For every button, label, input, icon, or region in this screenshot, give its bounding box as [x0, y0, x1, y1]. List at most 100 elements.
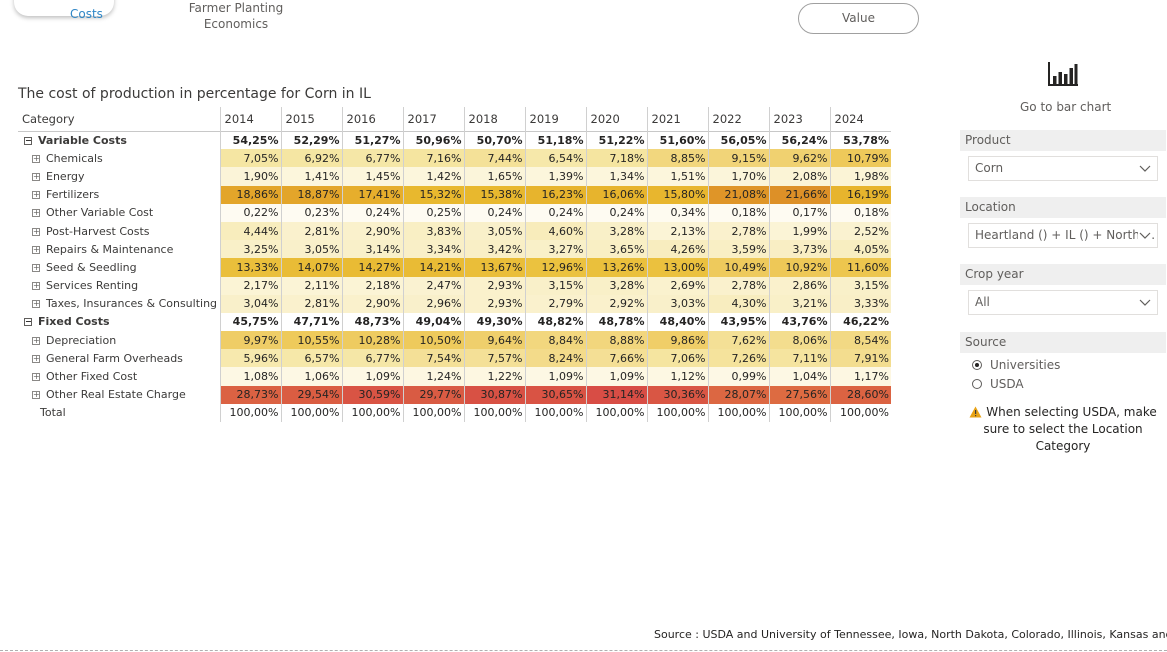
- matrix-cell: 29,54%: [280, 385, 342, 404]
- matrix-cell: 0,24%: [463, 203, 525, 222]
- row-label: Chemicals: [46, 151, 103, 165]
- expand-icon[interactable]: +: [32, 353, 40, 363]
- matrix-row: + Repairs & Maintenance 3,25% 3,05% 3,14% 3,3…: [18, 240, 891, 259]
- expand-icon[interactable]: +: [32, 226, 40, 236]
- source-option-usda[interactable]: USDA: [972, 375, 1166, 394]
- matrix-cell: 3,42%: [463, 240, 525, 259]
- collapse-icon[interactable]: −: [24, 135, 32, 145]
- matrix-cell: 6,54%: [524, 149, 586, 168]
- matrix-cell: 0,34%: [646, 203, 708, 222]
- matrix-cell: 0,23%: [280, 203, 342, 222]
- matrix-cell: 1,42%: [402, 167, 464, 186]
- column-header-year[interactable]: 2014: [219, 107, 281, 131]
- matrix-group-row: − Variable Costs 54,25% 52,29% 51,27% 50,96% 5…: [18, 130, 891, 150]
- product-dropdown[interactable]: Corn: [968, 156, 1158, 181]
- matrix-cell: 100,00%: [463, 403, 525, 422]
- column-header-year[interactable]: 2020: [585, 107, 647, 131]
- nav-tab-farmer-planting-economics[interactable]: Farmer Planting Economics: [180, 0, 292, 32]
- matrix-cell: 100,00%: [585, 403, 647, 422]
- matrix-cell: 31,14%: [585, 385, 647, 404]
- column-header-year[interactable]: 2018: [463, 107, 525, 131]
- row-header: + Other Variable Cost: [18, 204, 220, 222]
- matrix-row: + Chemicals 7,05% 6,92% 6,77% 7,16% 7,44% 6,54%…: [18, 149, 891, 168]
- matrix-cell: 9,62%: [768, 149, 830, 168]
- expand-icon[interactable]: +: [32, 372, 40, 382]
- row-header: + Other Real Estate Charge: [18, 386, 220, 404]
- matrix-cell: 2,47%: [402, 276, 464, 295]
- expand-icon[interactable]: +: [32, 153, 40, 163]
- expand-icon[interactable]: +: [32, 244, 40, 254]
- matrix-cell: 48,73%: [341, 312, 403, 332]
- matrix-cell: 4,26%: [646, 240, 708, 259]
- expand-icon[interactable]: +: [32, 299, 40, 309]
- matrix-cell: 16,19%: [829, 185, 891, 204]
- matrix-cell: 1,45%: [341, 167, 403, 186]
- matrix-cell: 1,90%: [219, 167, 281, 186]
- matrix-cell: 3,28%: [585, 221, 647, 241]
- matrix-cell: 4,05%: [829, 240, 891, 259]
- crop-year-dropdown[interactable]: All: [968, 290, 1158, 315]
- column-header-category[interactable]: Category: [22, 111, 75, 126]
- go-to-bar-chart-button[interactable]: Go to bar chart: [1020, 60, 1112, 114]
- crop-year-dropdown-value: All: [975, 295, 990, 309]
- row-header: + General Farm Overheads: [18, 349, 220, 367]
- row-header: + Chemicals: [18, 149, 220, 167]
- chevron-down-icon: [1138, 225, 1152, 245]
- matrix-cell: 0,18%: [707, 203, 769, 222]
- row-label: Services Renting: [46, 279, 139, 293]
- column-header-year[interactable]: 2019: [524, 107, 586, 131]
- matrix-cell: 3,04%: [219, 294, 281, 313]
- matrix-cell: 6,92%: [280, 149, 342, 168]
- matrix-cell: 1,09%: [524, 367, 586, 386]
- expand-icon[interactable]: +: [32, 262, 40, 272]
- column-header-year[interactable]: 2021: [646, 107, 708, 131]
- matrix-cell: 7,44%: [463, 149, 525, 168]
- column-header-year[interactable]: 2016: [341, 107, 403, 131]
- matrix-cell: 17,41%: [341, 185, 403, 204]
- matrix-cell: 100,00%: [219, 403, 281, 422]
- expand-icon[interactable]: +: [32, 335, 40, 345]
- expand-icon[interactable]: +: [32, 281, 40, 291]
- expand-icon[interactable]: +: [32, 208, 40, 218]
- matrix-cell: 3,33%: [829, 294, 891, 313]
- column-header-year[interactable]: 2017: [402, 107, 464, 131]
- nav-tab-costs[interactable]: Costs: [14, 0, 114, 21]
- matrix-row: + General Farm Overheads 5,96% 6,57% 6,77% 7,…: [18, 349, 891, 368]
- product-slicer: Product Corn: [960, 130, 1166, 181]
- column-header-year[interactable]: 2024: [829, 107, 891, 131]
- row-label: Total: [40, 406, 66, 420]
- matrix-cell: 2,78%: [707, 221, 769, 241]
- matrix-cell: 13,33%: [219, 258, 281, 277]
- chevron-down-icon: [1139, 299, 1151, 306]
- matrix-cell: 10,92%: [768, 258, 830, 277]
- radio-unselected-icon[interactable]: [972, 379, 982, 389]
- source-option-universities[interactable]: Universities: [972, 356, 1166, 375]
- usda-warning-text: When selecting USDA, make sure to select…: [983, 405, 1157, 453]
- value-button[interactable]: Value: [798, 3, 919, 34]
- matrix-cell: 2,93%: [463, 294, 525, 313]
- expand-icon[interactable]: +: [32, 171, 40, 181]
- matrix-cell: 27,56%: [768, 385, 830, 404]
- nav-farmer-line2: Economics: [203, 17, 269, 31]
- radio-selected-icon[interactable]: [972, 360, 982, 370]
- matrix-cell: 2,86%: [768, 276, 830, 295]
- matrix-cell: 7,57%: [463, 349, 525, 368]
- row-label: Variable Costs: [38, 133, 127, 147]
- row-header: + Energy: [18, 167, 220, 185]
- matrix-cell: 8,54%: [829, 331, 891, 350]
- matrix-cell: 51,60%: [646, 130, 708, 150]
- expand-icon[interactable]: +: [32, 390, 40, 400]
- matrix-cell: 2,93%: [463, 276, 525, 295]
- matrix-cell: 3,34%: [402, 240, 464, 259]
- location-dropdown[interactable]: Heartland () + IL () + North ...: [968, 223, 1158, 248]
- expand-icon[interactable]: +: [32, 190, 40, 200]
- matrix-cell: 3,21%: [768, 294, 830, 313]
- collapse-icon[interactable]: −: [24, 317, 32, 327]
- matrix-cell: 7,11%: [768, 349, 830, 368]
- column-header-year[interactable]: 2023: [768, 107, 830, 131]
- matrix-cell: 2,11%: [280, 276, 342, 295]
- go-to-bar-chart-label: Go to bar chart: [1020, 100, 1112, 114]
- column-header-year[interactable]: 2022: [707, 107, 769, 131]
- matrix-cell: 6,57%: [280, 349, 342, 368]
- column-header-year[interactable]: 2015: [280, 107, 342, 131]
